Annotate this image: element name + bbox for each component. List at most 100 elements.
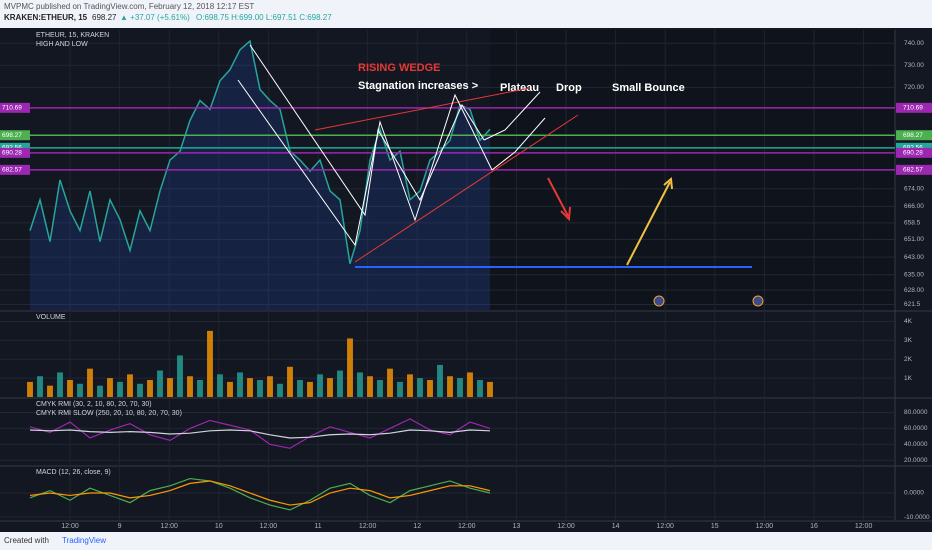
volume-bar (477, 380, 483, 397)
drawings (237, 44, 764, 307)
price-area (30, 41, 490, 310)
volume-bar (167, 378, 173, 397)
annotation: Stagnation increases > (358, 80, 478, 92)
volume-bar (67, 380, 73, 397)
y-tick-label: 20.0000 (904, 457, 928, 464)
y-tick-label: 3K (904, 337, 913, 344)
y-tick-label: -10.0000 (904, 514, 930, 521)
price-badge-left (0, 142, 30, 153)
price-change: ▲ +37.07 (+5.61%) (120, 13, 190, 22)
volume-bar (357, 372, 363, 397)
y-tick-label: 635.00 (904, 271, 924, 278)
volume-bar (367, 376, 373, 397)
price-badge-label: 698.27 (903, 132, 923, 139)
price-line (29, 39, 491, 264)
price-badge-label: 690.28 (903, 150, 923, 157)
volume-bar (87, 368, 93, 397)
y-tick-label: 2K (904, 356, 913, 363)
volume-bar (447, 376, 453, 397)
pane-title: VOLUME (36, 314, 66, 321)
volume-bar (487, 381, 493, 397)
y-tick-label: 730.00 (904, 62, 924, 69)
price-badge-label: 682.57 (903, 167, 923, 174)
price-badge-label-left: 698.27 (2, 132, 22, 139)
price-badge (896, 130, 932, 141)
volume-bar (387, 368, 393, 397)
volume-bar (407, 374, 413, 397)
volume-bar (247, 378, 253, 397)
pane-title: CMYK RMI (30, 2, 10, 80, 20, 70, 30) (36, 401, 152, 408)
time-label: 15 (711, 523, 719, 530)
volume-bar (337, 370, 343, 397)
volume-bar (317, 374, 323, 397)
footer-created: Created with (4, 536, 49, 545)
projection (491, 117, 546, 171)
price-badge-left (0, 147, 30, 158)
volume-bar (307, 381, 313, 397)
volume-bar (97, 385, 103, 397)
volume-bar (417, 378, 423, 397)
volume-bar (457, 378, 463, 397)
indicator-line (29, 480, 491, 506)
annotation: Plateau (500, 82, 539, 94)
zigzag2 (249, 44, 485, 217)
time-label: 12:00 (756, 523, 774, 530)
time-label: 12:00 (260, 523, 278, 530)
y-tick-label: 651.00 (904, 236, 924, 243)
volume-bar (37, 376, 43, 397)
price-badge (896, 142, 932, 153)
symbol: KRAKEN:ETHEUR, 15 (4, 13, 88, 22)
annotation: Drop (556, 82, 582, 94)
volume-bar (327, 378, 333, 397)
volume-bar (187, 376, 193, 397)
event-icon (752, 295, 764, 307)
volume-bar (377, 380, 383, 397)
price-badge-label-left: 682.57 (2, 167, 22, 174)
price-badge-label-left: 710.69 (2, 105, 22, 112)
wedge-lower (354, 114, 579, 263)
drop-arrow (547, 177, 569, 217)
volume-bar (117, 381, 123, 397)
y-tick-label: 740.00 (904, 40, 924, 47)
time-label: 12:00 (557, 523, 575, 530)
y-tick-label: 621.5 (904, 301, 921, 308)
time-label: 12:00 (458, 523, 476, 530)
volume-bar (347, 338, 353, 397)
volume-bar (197, 380, 203, 397)
time-label: 12:00 (656, 523, 674, 530)
price-badge-label: 710.69 (903, 105, 923, 112)
volume-bar (77, 383, 83, 397)
volume-bar (237, 372, 243, 397)
header-bar (0, 0, 932, 28)
y-tick-label: 643.00 (904, 254, 924, 261)
volume-bar (257, 380, 263, 397)
y-tick-label: 0.0000 (904, 490, 924, 497)
volume-bar (297, 380, 303, 397)
volume-bar (217, 374, 223, 397)
time-label: 12:00 (61, 523, 79, 530)
time-label: 16 (810, 523, 818, 530)
footer-bar (0, 532, 932, 550)
time-label: 13 (513, 523, 521, 530)
price-badge (896, 164, 932, 175)
price-badge (896, 102, 932, 113)
drop-arrowhead (560, 206, 571, 222)
time-label: 9 (118, 523, 122, 530)
price-badge-left (0, 102, 30, 113)
time-label: 11 (314, 523, 321, 530)
volume-bar (47, 385, 53, 397)
publisher: MVPMC published on TradingView.com, Febr… (4, 2, 254, 11)
time-label: 10 (215, 523, 223, 530)
volume-bar (467, 372, 473, 397)
indicator-line (29, 429, 491, 439)
pane-title: ETHEUR, 15, KRAKEN (36, 32, 109, 39)
pane-title: MACD (12, 26, close, 9) (36, 469, 111, 476)
footer-brand: TradingView (62, 536, 106, 545)
y-tick-label: 666.00 (904, 203, 924, 210)
volume-bar (157, 370, 163, 397)
bounce-arrowhead (663, 176, 673, 190)
volume-bar (437, 364, 443, 397)
indicator-line (29, 418, 491, 449)
y-tick-label: 60.0000 (904, 425, 928, 432)
volume-bar (227, 381, 233, 397)
